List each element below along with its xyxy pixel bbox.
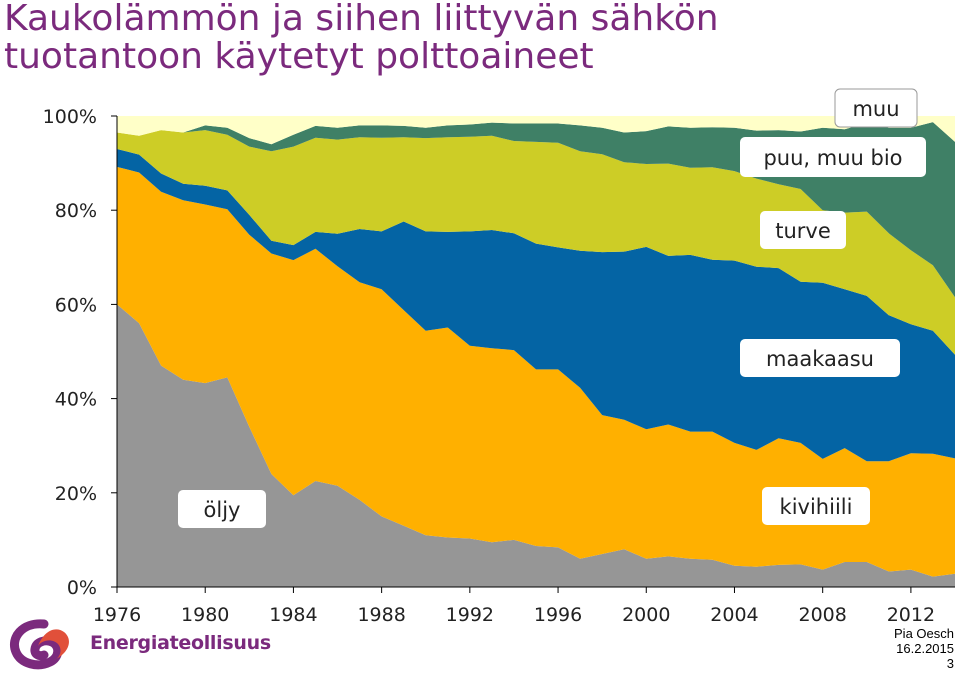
logo: Energiateollisuus [8,618,271,670]
footer: Pia Oesch 16.2.2015 3 [894,626,954,671]
label-maakaasu: maakaasu [740,339,900,377]
x-tick-label: 1996 [534,604,582,626]
area-muu [117,116,955,145]
x-tick-label: 1988 [357,604,405,626]
x-ticks: 1976 1980 1984 1988 1992 1996 2000 2004 2008 2012 [93,587,935,626]
y-tick-label: 100% [43,106,97,128]
x-tick-label: 2000 [622,604,670,626]
label-kivihiili: kivihiili [762,487,870,525]
x-tick-label: 1976 [93,604,141,626]
footer-page-number: 3 [946,656,954,671]
y-tick-label: 60% [55,294,97,316]
y-tick-label: 80% [55,200,97,222]
label-turve: turve [760,211,846,249]
x-tick-label: 2012 [887,604,935,626]
footer-date: 16.2.2015 [896,641,954,656]
x-tick-label: 2004 [710,604,758,626]
area-maakaasu [117,149,955,462]
y-tick-label: 20% [55,483,97,505]
label-kivihiili-text: kivihiili [780,495,853,519]
x-tick-label: 1984 [269,604,317,626]
area-öljy [117,304,955,587]
label-muu-text: muu [852,97,899,121]
x-tick-label: 1992 [446,604,494,626]
x-tick-label: 1980 [181,604,229,626]
label-maakaasu-text: maakaasu [766,347,874,371]
logo-text: Energiateollisuus [90,632,271,654]
title-line-1: Kaukolämmön ja siihen liittyvän sähkön [4,0,719,39]
page-title: Kaukolämmön ja siihen liittyvän sähkön t… [4,0,954,76]
area-turve [117,130,955,355]
label-muu: muu [834,88,918,128]
logo-mark-icon [10,619,69,670]
axes [116,116,955,588]
label-oljy-text: öljy [204,498,241,522]
label-puu-muu-bio: puu, muu bio [740,137,926,177]
label-turve-text: turve [775,219,831,243]
stacked-areas [117,116,955,587]
label-oljy: öljy [178,490,266,528]
y-tick-label: 0% [67,577,97,599]
x-tick-label: 2008 [799,604,847,626]
footer-author: Pia Oesch [894,626,954,641]
area-kivihiili [117,166,955,577]
y-tick-label: 40% [55,389,97,411]
y-ticks: 0% 20% 40% 60% 80% 100% [43,106,117,599]
label-puu-text: puu, muu bio [763,146,902,170]
title-line-2: tuotantoon käytetyt polttoaineet [4,36,594,77]
